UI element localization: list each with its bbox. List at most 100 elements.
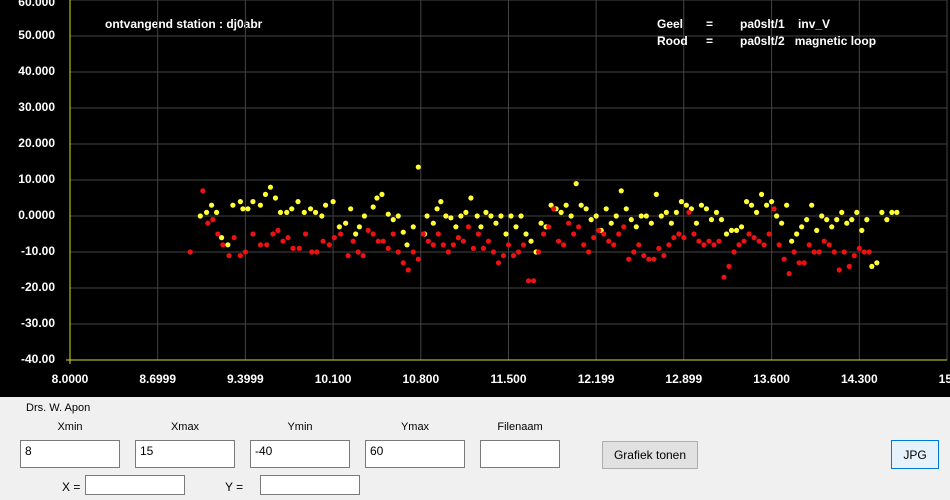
point: [641, 253, 647, 259]
point: [267, 184, 274, 190]
legend-separator: =: [706, 17, 713, 31]
point: [646, 256, 652, 262]
point: [237, 253, 243, 259]
y-tick-label: -30.00: [21, 316, 55, 330]
point: [296, 245, 302, 251]
point: [771, 206, 777, 212]
jpg-button[interactable]: JPG: [891, 440, 939, 469]
point: [894, 209, 900, 215]
point: [774, 213, 780, 219]
point: [390, 217, 396, 223]
point: [380, 238, 386, 244]
point: [618, 188, 624, 194]
point: [197, 213, 203, 219]
point: [415, 256, 421, 262]
point: [693, 220, 700, 226]
field-input[interactable]: [480, 440, 560, 468]
point: [277, 209, 284, 215]
point: [430, 220, 436, 226]
point: [686, 209, 692, 215]
point: [483, 209, 489, 215]
point: [733, 227, 740, 233]
point: [801, 260, 807, 266]
field-label: Filenaam: [497, 421, 543, 433]
author: Drs. W. Apon: [26, 402, 91, 414]
point: [791, 249, 797, 255]
point: [395, 249, 401, 255]
point: [861, 249, 867, 255]
point: [434, 206, 440, 212]
chart: ontvangend station : dj0abr 60.000 50.000…: [0, 0, 950, 397]
point: [272, 195, 279, 201]
field-input[interactable]: 8: [20, 440, 120, 468]
y-input[interactable]: [260, 475, 360, 495]
point: [530, 278, 537, 284]
point: [651, 256, 657, 262]
show-button[interactable]: Grafiek tonen: [602, 441, 698, 469]
point: [231, 235, 237, 241]
point: [691, 231, 697, 237]
point: [839, 209, 845, 215]
point: [301, 209, 307, 215]
point: [450, 242, 456, 248]
point: [257, 242, 264, 248]
point: [661, 253, 667, 259]
point: [658, 213, 664, 219]
x-tick-label: 14.300: [841, 372, 878, 386]
point: [849, 217, 855, 223]
point: [430, 242, 436, 248]
point: [468, 195, 474, 201]
point: [551, 206, 557, 212]
point: [723, 231, 730, 237]
point: [814, 227, 820, 233]
point: [558, 209, 564, 215]
point: [320, 238, 326, 244]
point: [608, 220, 614, 226]
field-label: Ymin: [287, 421, 313, 433]
point: [520, 242, 527, 248]
point: [706, 238, 712, 244]
point: [425, 238, 431, 244]
point: [844, 220, 850, 226]
legend-separator: =: [706, 34, 713, 48]
point: [756, 238, 762, 244]
point: [400, 260, 406, 266]
point: [187, 249, 193, 255]
point: [379, 191, 385, 197]
point: [743, 199, 750, 205]
point: [806, 242, 812, 248]
point: [556, 238, 562, 244]
point: [528, 238, 534, 244]
point: [343, 220, 349, 226]
point: [636, 242, 642, 248]
point: [508, 213, 514, 219]
y-tick-label: 60.000: [18, 0, 55, 9]
point: [438, 199, 444, 205]
x-input[interactable]: [85, 475, 185, 495]
point: [866, 249, 872, 255]
point: [603, 206, 609, 212]
point: [262, 191, 269, 197]
point: [718, 217, 725, 223]
point: [264, 242, 270, 248]
point: [385, 245, 391, 251]
field-input[interactable]: 15: [135, 440, 235, 468]
x-tick-label: 8.6999: [139, 372, 176, 386]
x-label: X =: [62, 480, 81, 494]
y-tick-label: 30.000: [18, 100, 55, 114]
legend-color: Rood: [657, 34, 688, 48]
point: [350, 238, 356, 244]
point: [410, 224, 416, 230]
point: [676, 231, 682, 237]
point: [290, 245, 296, 251]
point: [561, 242, 567, 248]
y-label: Y =: [225, 480, 244, 494]
point: [242, 249, 248, 255]
point: [583, 206, 589, 212]
point: [210, 217, 216, 223]
field-input[interactable]: 60: [365, 440, 465, 468]
y-tick-label: -20.00: [21, 280, 55, 294]
point: [525, 278, 532, 284]
field-input[interactable]: -40: [250, 440, 350, 468]
point: [769, 199, 775, 205]
